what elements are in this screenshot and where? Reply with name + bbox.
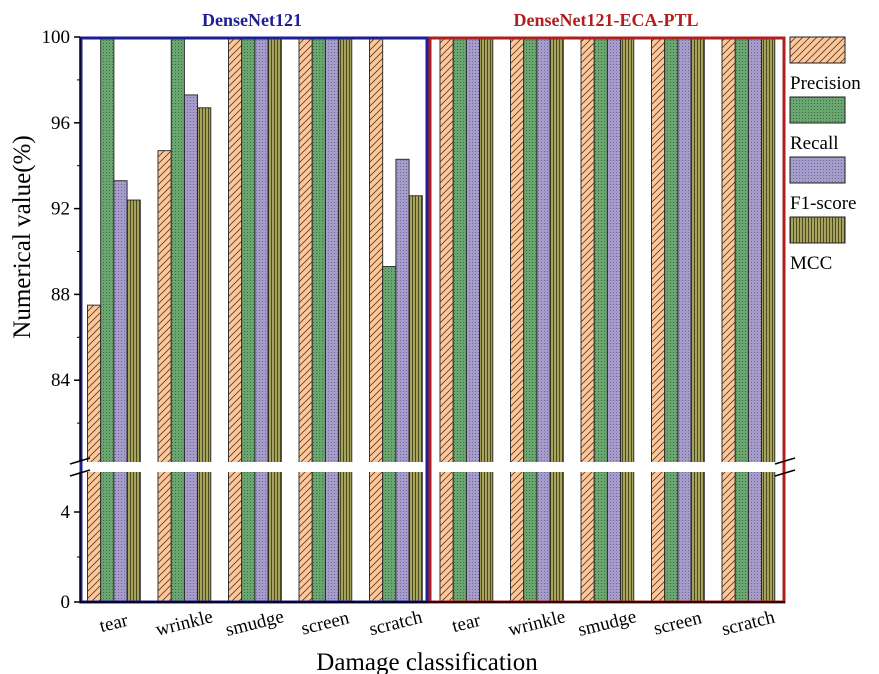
bar-1-wrinkle-mcc xyxy=(197,107,212,603)
x-tick-label-1-scratch: scratch xyxy=(367,607,425,641)
bar-2-smudge-recall xyxy=(593,36,608,603)
x-tick-label-2-smudge: smudge xyxy=(576,606,638,641)
legend-swatch-mcc xyxy=(789,216,846,244)
x-tick-label-1-smudge: smudge xyxy=(224,606,286,641)
axes-layer: 84 88 92 96 100 0 4 xyxy=(42,27,796,613)
bar-2-smudge-f1-score xyxy=(606,36,622,603)
bar-1-smudge-recall xyxy=(241,36,256,603)
bar-1-smudge-precision xyxy=(228,36,243,603)
y-tick-label-upper-1: 88 xyxy=(51,284,70,305)
x-tick-label-1-wrinkle: wrinkle xyxy=(154,606,215,640)
legend-label-f1-score: F1-score xyxy=(790,193,856,214)
axis-break-band xyxy=(74,462,791,472)
legend-label-precision: Precision xyxy=(790,73,861,94)
bar-2-wrinkle-recall xyxy=(523,36,538,603)
bar-1-wrinkle-recall xyxy=(170,36,185,603)
y-tick-label-lower-0: 0 xyxy=(61,592,71,613)
bar-1-tear-f1-score xyxy=(113,180,128,603)
bar-2-screen-f1-score xyxy=(677,36,692,603)
bar-2-scratch-precision xyxy=(721,36,736,603)
bar-2-screen-precision xyxy=(651,36,666,603)
bar-1-screen-precision xyxy=(298,36,313,603)
x-tick-label-2-screen: screen xyxy=(652,607,705,639)
bar-1-scratch-recall xyxy=(382,266,397,603)
bar-2-tear-f1-score xyxy=(465,36,481,603)
bar-1-scratch-precision xyxy=(369,36,384,603)
bars-layer: tear wrinkle smudge screen scratch tear wrinkl… xyxy=(74,36,791,641)
break-mark-left-top xyxy=(69,457,91,465)
legend-label-recall: Recall xyxy=(790,133,839,154)
bar-2-scratch-recall xyxy=(734,36,749,603)
bar-2-screen-mcc xyxy=(690,36,705,603)
bar-1-tear-recall xyxy=(100,36,115,603)
bar-1-smudge-mcc xyxy=(267,36,282,603)
bar-2-tear-precision xyxy=(439,36,454,603)
panel-title-2: DenseNet121-ECA-PTL xyxy=(514,10,699,30)
y-tick-label-lower-1: 4 xyxy=(61,502,71,523)
bar-2-wrinkle-precision xyxy=(510,36,525,603)
y-tick-label-upper-3: 96 xyxy=(51,113,70,134)
legend: Precision Recall F1-score MCC xyxy=(789,36,861,274)
legend-swatch-recall xyxy=(789,96,846,124)
bar-1-screen-recall xyxy=(311,36,326,603)
bar-1-wrinkle-precision xyxy=(157,150,172,603)
bar-1-scratch-f1-score xyxy=(395,158,410,603)
legend-swatch-f1-score xyxy=(789,156,846,184)
break-mark-right-top xyxy=(774,457,796,465)
legend-label-mcc: MCC xyxy=(790,253,832,274)
bar-2-screen-recall xyxy=(664,36,679,603)
y-tick-label-upper-4: 100 xyxy=(42,27,71,48)
x-axis-label: Damage classification xyxy=(316,649,538,674)
bar-2-scratch-f1-score xyxy=(747,36,763,603)
y-tick-label-upper-2: 92 xyxy=(51,199,70,220)
bar-1-tear-mcc xyxy=(126,199,141,603)
x-tick-label-2-scratch: scratch xyxy=(720,607,778,641)
bar-1-tear-precision xyxy=(87,304,102,603)
x-tick-label-1-screen: screen xyxy=(299,607,352,639)
x-tick-label-2-wrinkle: wrinkle xyxy=(506,606,567,640)
bar-1-wrinkle-f1-score xyxy=(183,94,199,603)
x-tick-label-2-tear: tear xyxy=(450,610,483,637)
legend-swatch-precision xyxy=(789,36,846,64)
bar-1-screen-f1-score xyxy=(324,36,340,603)
x-tick-label-1-tear: tear xyxy=(97,610,130,637)
bar-1-smudge-f1-score xyxy=(254,36,269,603)
bar-1-scratch-mcc xyxy=(408,195,423,603)
bar-2-tear-mcc xyxy=(479,36,494,603)
y-tick-label-upper-0: 84 xyxy=(51,370,71,391)
bar-2-wrinkle-f1-score xyxy=(536,36,551,603)
bar-2-smudge-precision xyxy=(580,36,595,603)
bar-1-screen-mcc xyxy=(338,36,353,603)
y-axis-label: Numerical value(%) xyxy=(9,135,36,338)
break-mark-left-bottom xyxy=(69,469,91,477)
panel-title-1: DenseNet121 xyxy=(202,10,302,30)
bar-2-scratch-mcc xyxy=(761,36,776,603)
bar-2-smudge-mcc xyxy=(620,36,635,603)
break-mark-right-bottom xyxy=(774,469,796,477)
bar-2-tear-recall xyxy=(452,36,467,603)
bar-2-wrinkle-mcc xyxy=(549,36,564,603)
